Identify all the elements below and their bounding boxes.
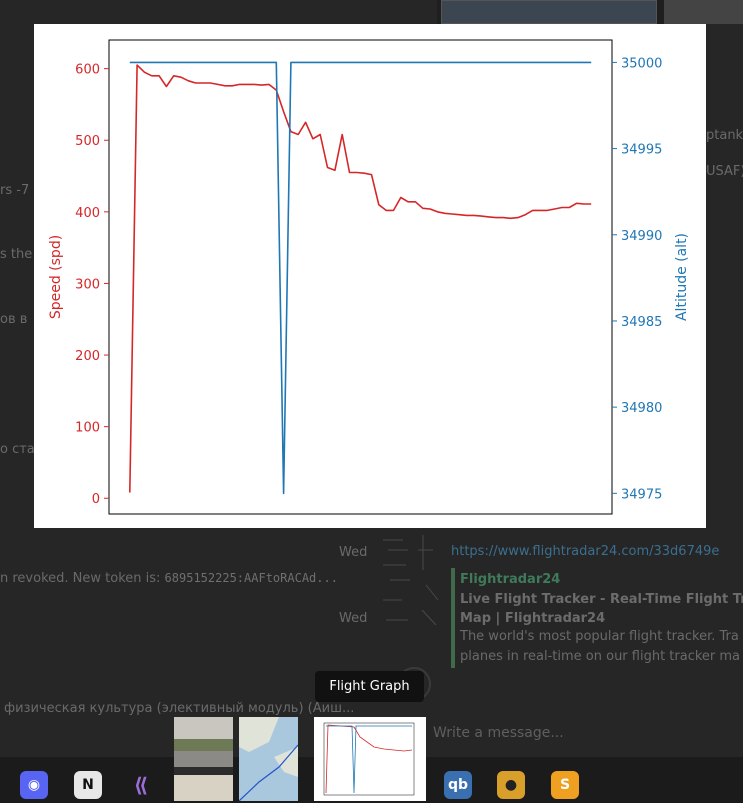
left-axis-tick-label: 0: [92, 492, 100, 507]
token-message: n revoked. New token is: 6895152225:AAFt…: [0, 571, 338, 586]
right-axis-tick-label: 34980: [621, 401, 662, 416]
right-axis-tick-label: 34975: [621, 487, 662, 502]
message-date: Wed: [339, 611, 368, 626]
link-preview-description-2: planes in real-time on our flight tracke…: [460, 649, 741, 664]
top-image-thumbnail: [441, 0, 657, 24]
top-image-thumbnail-2: [664, 0, 743, 24]
discord-icon[interactable]: ◉: [20, 771, 48, 799]
chat-fragment-course: физическая культура (элективный модуль) …: [4, 701, 355, 716]
left-axis-tick-label: 600: [75, 63, 100, 78]
link-preview-title[interactable]: Live Flight Tracker - Real-Time Flight T…: [460, 592, 743, 607]
right-axis-label: Altitude (alt): [674, 233, 690, 321]
thumbnail-flight-graph[interactable]: [314, 717, 426, 801]
link-preview-title-2[interactable]: Map | Flightradar24: [460, 611, 606, 626]
series-line-alt: [129, 61, 592, 495]
message-input[interactable]: Write a message...: [433, 725, 564, 741]
right-axis-tick-label: 34990: [621, 229, 662, 244]
right-axis-tick-label: 34995: [621, 143, 662, 158]
chat-fragment: rs -7: [0, 183, 30, 198]
right-axis-tick-label: 34985: [621, 315, 662, 330]
message-date: Wed: [339, 545, 368, 560]
sticker-sketch: [383, 535, 439, 626]
chat-fragment: ов в: [0, 312, 28, 327]
left-axis-tick-label: 100: [75, 421, 100, 436]
link-preview-bar: [451, 568, 455, 668]
qbittorrent-icon[interactable]: qb: [444, 771, 472, 799]
left-axis-label: Speed (spd): [48, 235, 64, 319]
sublime-icon[interactable]: S: [551, 771, 579, 799]
visual-studio-icon[interactable]: ⟪: [133, 773, 149, 797]
image-viewer: 0 100 200 300 400 500 600 34975 34980 34985 34990 3…: [34, 24, 706, 528]
series-line-spd: [129, 64, 592, 493]
chat-fragment: USAF): [706, 164, 743, 179]
link-preview-site: Flightradar24: [460, 572, 561, 587]
left-axis-tick-label: 200: [75, 349, 100, 364]
plot-frame: [108, 39, 613, 515]
flight-graph-chart: 0 100 200 300 400 500 600 34975 34980 34985 34990 3…: [48, 39, 690, 515]
left-axis-tick-label: 400: [75, 206, 100, 221]
link-preview-description: The world's most popular flight tracker.…: [460, 629, 739, 644]
notion-icon[interactable]: N: [74, 771, 102, 799]
thumbnail-map[interactable]: [239, 717, 298, 801]
chat-fragment: ptank: [706, 128, 743, 143]
left-axis-tick-label: 300: [75, 277, 100, 292]
left-axis-tick-label: 500: [75, 134, 100, 149]
chat-fragment: о ста: [0, 442, 35, 457]
chat-fragment: s the: [0, 247, 33, 262]
thumbnail-photo[interactable]: [174, 717, 233, 801]
app-icon[interactable]: ●: [497, 771, 525, 799]
right-axis-tick-label: 35000: [621, 56, 662, 71]
image-tooltip: Flight Graph: [315, 671, 424, 702]
flightradar-link[interactable]: https://www.flightradar24.com/33d6749e: [451, 544, 720, 559]
